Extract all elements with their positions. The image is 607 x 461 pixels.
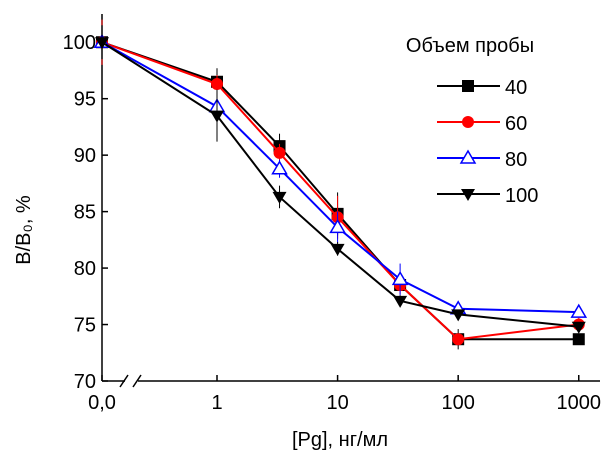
x-tick-label: 100 — [441, 392, 474, 414]
legend-label: 40 — [505, 77, 527, 99]
legend-marker — [459, 149, 477, 164]
legend-label: 80 — [505, 149, 527, 171]
y-tick-label: 85 — [74, 202, 96, 224]
data-point — [271, 160, 288, 175]
x-tick-label: 0,0 — [88, 392, 116, 414]
data-point — [330, 243, 345, 256]
legend-marker — [462, 80, 474, 92]
data-point — [272, 191, 287, 204]
data-point — [329, 218, 346, 234]
y-tick-label: 75 — [74, 315, 96, 337]
data-point — [393, 295, 408, 308]
y-tick-label: 90 — [74, 145, 96, 167]
legend-marker — [461, 189, 475, 201]
x-tick-label: 1 — [211, 392, 222, 414]
axis-break — [119, 374, 129, 388]
y-tick-label: 95 — [74, 89, 96, 111]
data-point — [273, 146, 286, 159]
legend-title: Объем пробы — [406, 35, 534, 57]
y-tick-label: 100 — [63, 32, 96, 54]
data-point — [451, 309, 466, 322]
x-tick-label: 1000 — [557, 392, 602, 414]
data-point — [572, 333, 585, 346]
axis-break — [132, 374, 142, 388]
x-axis-label: [Pg], нг/мл — [292, 429, 388, 451]
data-point — [391, 270, 409, 286]
y-axis-label: B/B₀, % — [13, 195, 35, 265]
y-tick-label: 80 — [74, 258, 96, 280]
data-point — [95, 37, 109, 50]
data-point — [571, 321, 586, 334]
legend-label: 100 — [505, 185, 538, 207]
legend-label: 60 — [505, 113, 527, 135]
y-tick-label: 70 — [74, 371, 96, 393]
data-point — [570, 303, 588, 318]
data-point — [211, 78, 223, 91]
x-tick-label: 10 — [326, 392, 348, 414]
data-point — [210, 110, 224, 123]
legend-marker — [462, 116, 474, 128]
data-point — [452, 333, 465, 346]
